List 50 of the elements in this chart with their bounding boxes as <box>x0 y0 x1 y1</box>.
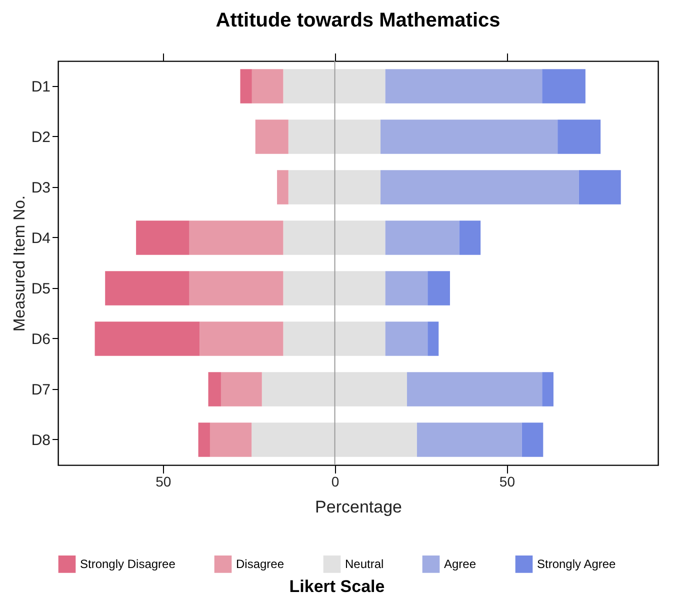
bar <box>459 220 481 255</box>
legend-label: Neutral <box>345 557 384 572</box>
bar <box>428 322 439 356</box>
bar <box>208 372 221 406</box>
y-tick-label: D5 <box>31 280 50 298</box>
bar <box>94 322 200 356</box>
x-axis-title: Percentage <box>315 498 402 516</box>
x-tick-label: 50 <box>499 474 516 490</box>
bar <box>220 372 262 406</box>
bar <box>198 422 210 457</box>
bar <box>200 322 284 356</box>
bar <box>416 422 522 457</box>
bar <box>578 170 621 204</box>
bar <box>385 271 428 306</box>
y-tick-label: D4 <box>31 230 50 247</box>
legend-label: Agree <box>444 557 476 572</box>
y-tick-label: D8 <box>31 432 50 449</box>
bar <box>189 271 284 306</box>
y-tick-label: D7 <box>31 381 50 398</box>
y-axis-title: Measured Item No. <box>11 195 28 332</box>
y-tick-label: D1 <box>31 78 50 96</box>
bar <box>210 422 252 457</box>
chart-title: Attitude towards Mathematics <box>216 10 500 32</box>
legend-title: Likert Scale <box>289 577 385 596</box>
bar <box>542 69 586 104</box>
legend-label: Strongly Disagree <box>80 557 176 572</box>
bar <box>240 69 252 104</box>
bar <box>385 69 542 104</box>
y-tick-label: D3 <box>31 179 50 196</box>
bar <box>380 170 579 204</box>
bar <box>136 220 190 255</box>
y-tick-label: D2 <box>31 128 50 146</box>
bar <box>189 220 284 255</box>
bar <box>542 372 554 406</box>
bar <box>105 271 190 306</box>
x-tick-label: 0 <box>331 474 340 490</box>
x-tick-label: 50 <box>156 474 172 490</box>
y-tick-label: D6 <box>31 330 50 348</box>
legend-label: Strongly Agree <box>537 557 616 572</box>
bar <box>255 120 288 154</box>
bar <box>558 120 601 154</box>
bar <box>380 120 558 154</box>
legend-label: Disagree <box>236 557 284 572</box>
bar <box>428 271 450 306</box>
bar <box>252 69 284 104</box>
bar <box>406 372 542 406</box>
bar <box>277 170 288 204</box>
bar <box>385 322 428 356</box>
bar <box>385 220 460 255</box>
bar <box>522 422 544 457</box>
